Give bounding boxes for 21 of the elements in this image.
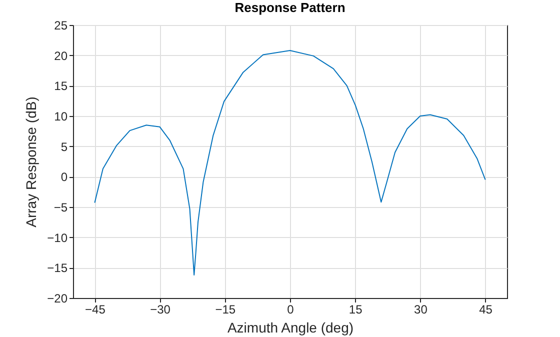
y-tick-label: 10 (54, 110, 68, 124)
x-tick-label: −45 (85, 302, 106, 316)
y-tick-label: 15 (54, 79, 68, 94)
y-tick-label: −5 (54, 200, 68, 214)
y-axis-title: Array Response (dB) (23, 96, 40, 228)
y-tick-label: −15 (47, 261, 68, 276)
x-tick-label: −15 (215, 302, 236, 316)
x-tick-label: 15 (348, 302, 363, 316)
y-tick-label: 0 (60, 170, 68, 184)
x-tick-label: 45 (479, 302, 493, 316)
line-series (94, 50, 486, 276)
x-tick-label: −30 (150, 302, 171, 316)
y-tick-label: 5 (60, 140, 68, 154)
y-tick-label: 25 (54, 18, 68, 32)
y-tick-label: −10 (47, 230, 68, 245)
y-tick-label: −20 (47, 292, 68, 306)
y-tick-label: 20 (54, 48, 68, 63)
x-tick-label: 30 (414, 302, 428, 316)
chart-title: Response Pattern (234, 0, 346, 15)
x-tick-label: 0 (287, 302, 294, 316)
x-axis-title: Azimuth Angle (deg) (227, 320, 354, 336)
